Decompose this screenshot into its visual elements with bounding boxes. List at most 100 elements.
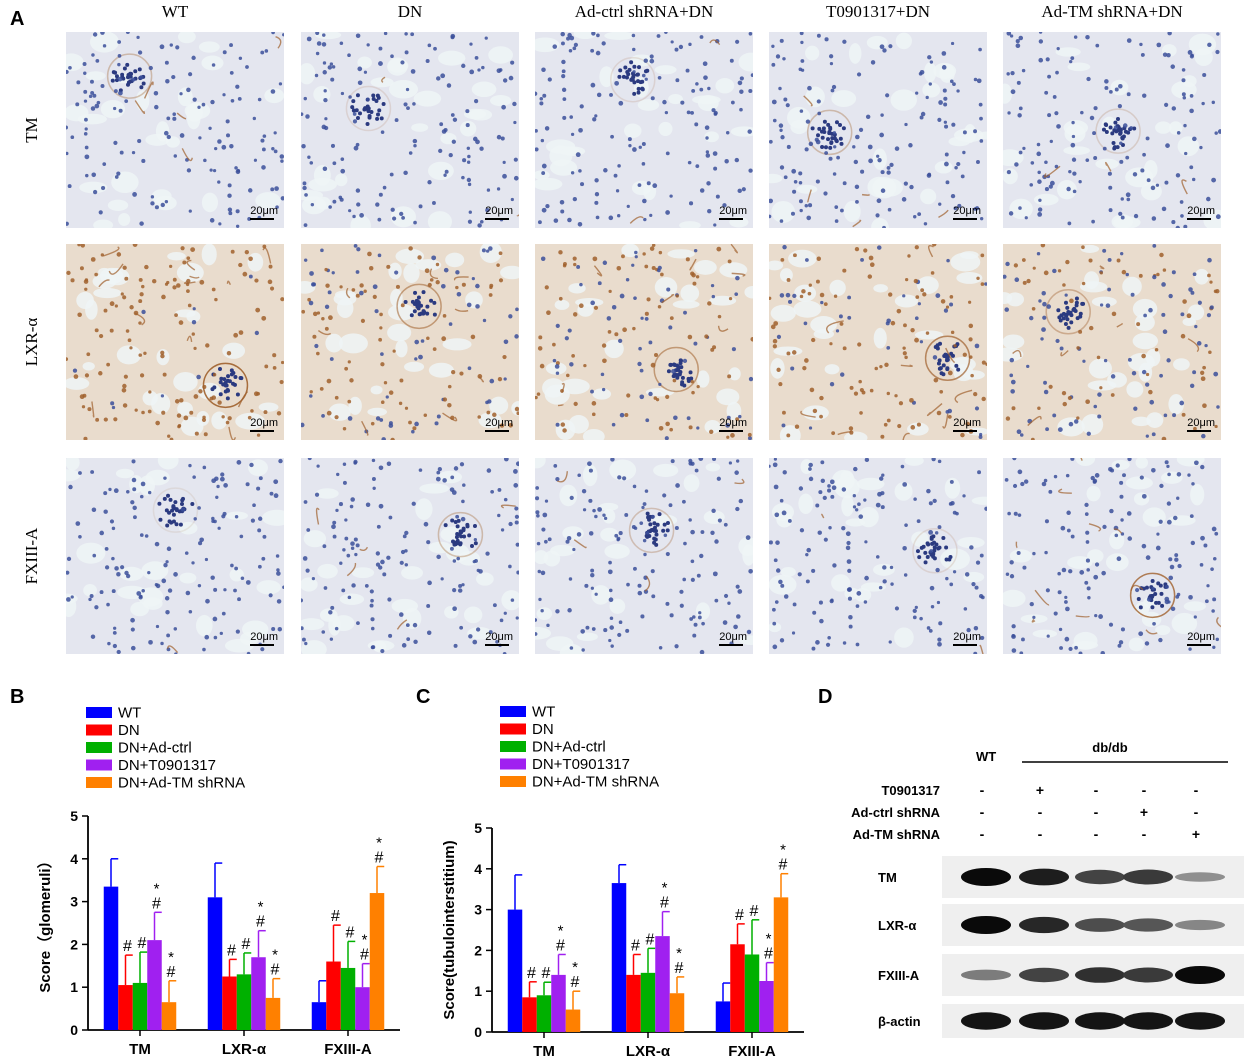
y-tick-label: 5 [70,808,78,824]
micrograph-tile: 20μm [301,32,519,228]
significance-mark: # [167,964,176,981]
scale-bar-label: 20μm [1187,417,1215,429]
bar [265,997,281,1030]
treatment-mark: - [1142,782,1147,798]
legend-label: DN+T0901317 [118,757,216,774]
treatment-mark: + [1140,804,1148,820]
scale-bar-label: 20μm [250,205,278,217]
significance-mark: # [764,946,773,963]
panel-b-letter: B [10,686,25,708]
scale-bar: 20μm [485,417,513,432]
scale-bar-label: 20μm [953,417,981,429]
bar [551,974,566,1032]
row-header: TM [22,117,41,143]
legend-swatch [86,777,112,788]
x-tick-label: FXIII-A [324,1041,372,1058]
bar [744,954,760,1032]
y-tick-label: 2 [474,942,482,958]
significance-mark: * [766,931,772,948]
significance-mark: * [558,922,564,939]
treatment-mark: - [1094,804,1099,820]
scale-bar-label: 20μm [250,417,278,429]
scale-bar: 20μm [1187,205,1215,220]
legend-label: DN [118,722,140,739]
y-axis-label: Score（glomeruli） [36,853,54,992]
x-tick-label: FXIII-A [728,1043,776,1060]
treatment-mark: - [980,804,985,820]
significance-mark: * [572,959,578,976]
bar [655,936,670,1032]
scale-bar-line [485,644,510,646]
blot-label: TM [878,870,897,885]
bar [326,961,341,1030]
micrograph-tile: 20μm [66,32,284,228]
significance-mark: # [331,908,340,925]
scale-bar-label: 20μm [1187,205,1215,217]
blot-band [1175,1012,1225,1030]
bar [369,893,385,1030]
blot-band [1123,1012,1173,1030]
treatment-mark: - [980,782,985,798]
y-tick-label: 0 [474,1024,482,1040]
micrograph-tile: 20μm [66,458,284,654]
significance-mark: # [542,965,551,982]
blot-band [961,969,1011,981]
row-header: FXIII-A [22,527,41,585]
scale-bar-line [250,430,275,432]
legend-swatch [86,724,112,736]
legend-swatch [86,742,112,753]
treatment-mark: - [980,826,985,842]
bar [522,997,537,1032]
legend-label: DN+Ad-ctrl [532,739,606,756]
scale-bar-label: 20μm [485,205,513,217]
legend-swatch [500,706,526,717]
blot-band [1123,869,1173,885]
significance-mark: # [152,895,161,912]
panel-d-letter: D [818,686,833,708]
scale-bar-label: 20μm [719,205,747,217]
significance-mark: * [168,949,174,966]
legend-swatch [86,707,112,718]
legend-swatch [500,776,526,787]
bar [611,883,627,1032]
blot-band [1075,918,1125,932]
micrograph-tile: 20μm [535,244,753,440]
western-blot-panel: WT db/db T0901317 - + - - - Ad-ctrl shRNA - - - + - Ad… [851,740,1244,1038]
scale-bar-line [250,644,275,646]
significance-mark: # [242,936,251,953]
blot-band [1123,918,1173,932]
significance-mark: # [660,895,669,912]
legend-swatch [86,759,112,771]
bar [236,974,252,1030]
bar [773,897,789,1032]
scale-bar: 20μm [719,631,747,646]
scale-bar-line [1187,430,1212,432]
bar [147,940,162,1030]
significance-mark: # [735,907,744,924]
significance-mark: # [646,931,655,948]
scale-bar: 20μm [719,417,747,432]
panel-c-letter: C [416,686,431,708]
y-tick-label: 5 [474,820,482,836]
scale-bar: 20μm [719,205,747,220]
treatment-mark: - [1194,782,1199,798]
significance-mark: # [271,962,280,979]
treatment-mark: + [1192,826,1200,842]
blot-band [961,868,1011,886]
bar [222,976,237,1030]
legend-swatch [500,758,526,770]
significance-mark: # [138,935,147,952]
significance-mark: * [154,880,160,897]
blot-band [1075,869,1125,885]
y-tick-label: 1 [70,979,78,995]
column-header: Ad-TM shRNA+DN [1041,2,1183,21]
scale-bar-label: 20μm [485,631,513,643]
significance-mark: # [123,938,132,955]
treatment-mark: + [1036,782,1044,798]
y-tick-label: 1 [474,983,482,999]
blot-band [1019,1012,1069,1030]
significance-mark: # [779,857,788,874]
micrograph-tile: 20μm [535,32,753,228]
micrograph-tile: 20μm [769,32,987,228]
scale-bar: 20μm [953,417,981,432]
